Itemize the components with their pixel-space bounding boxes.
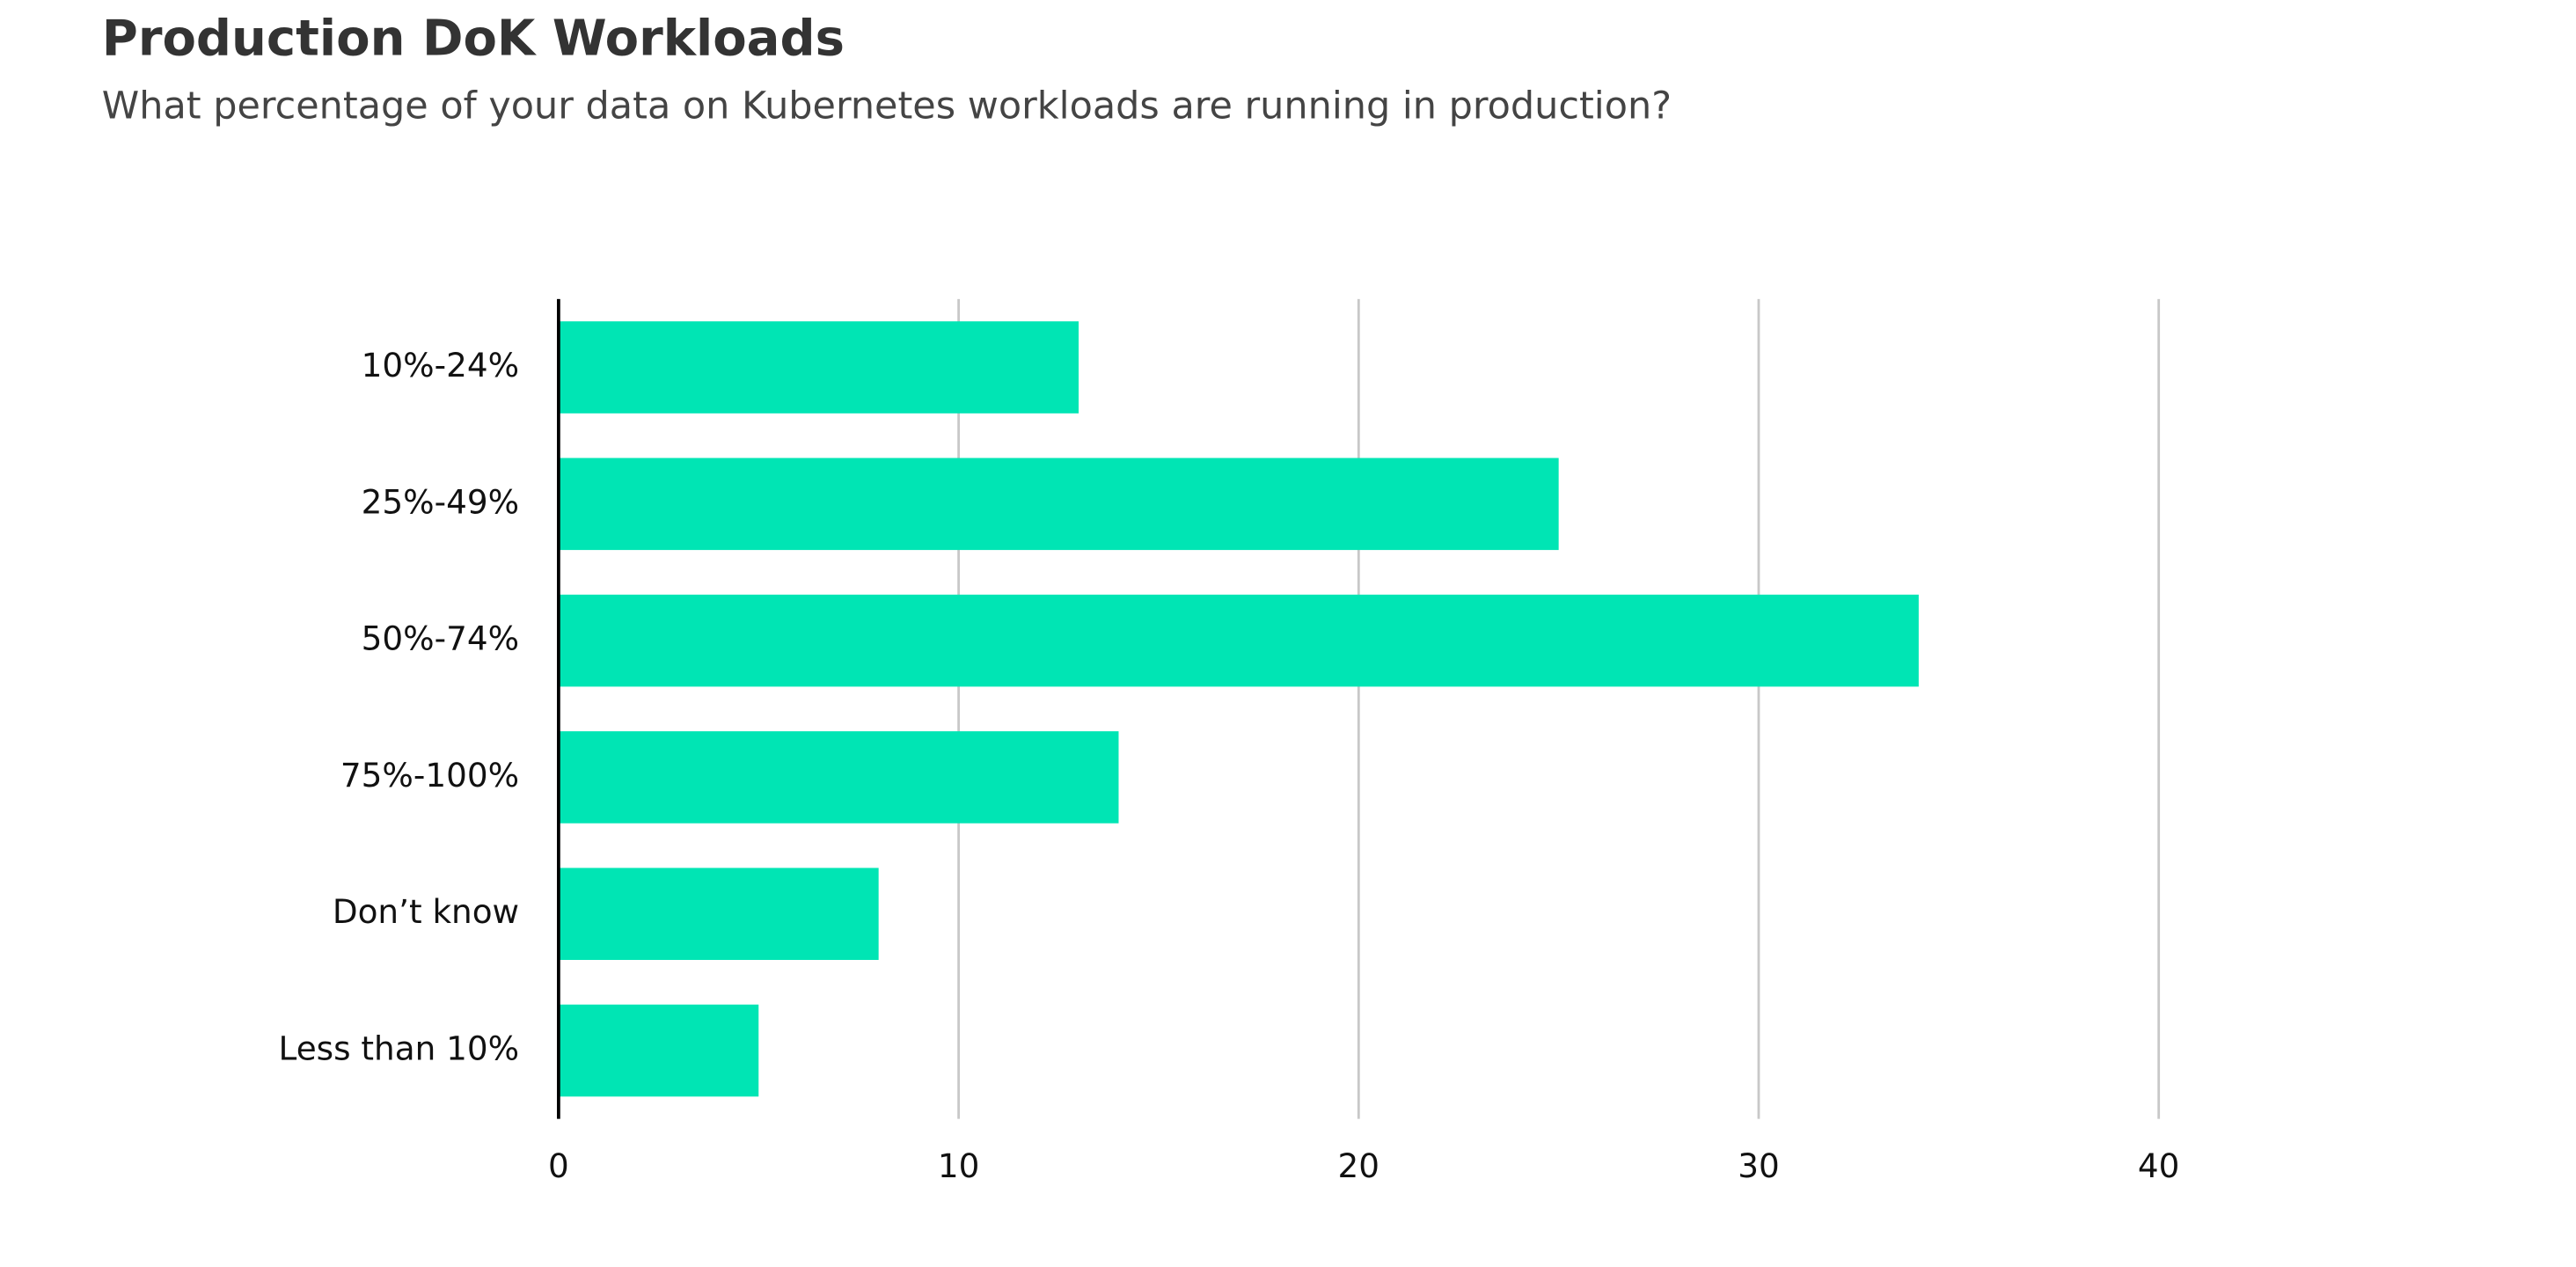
x-tick-label: 40 bbox=[2138, 1146, 2180, 1185]
y-tick-label: 25%-49% bbox=[362, 482, 519, 521]
bar bbox=[558, 731, 1119, 824]
chart-title: Production DoK Workloads bbox=[102, 10, 845, 67]
bar bbox=[558, 1004, 759, 1097]
y-tick-label: Don’t know bbox=[333, 892, 519, 931]
x-tick-label: 30 bbox=[1738, 1146, 1780, 1185]
bar bbox=[558, 594, 1919, 687]
y-tick-label: Less than 10% bbox=[279, 1029, 520, 1068]
x-tick-label: 10 bbox=[938, 1146, 980, 1185]
bar bbox=[558, 458, 1559, 551]
y-tick-label: 50%-74% bbox=[362, 619, 519, 658]
bar bbox=[558, 868, 879, 960]
y-tick-label: 10%-24% bbox=[362, 346, 519, 384]
y-tick-label: 75%-100% bbox=[340, 756, 519, 795]
chart-subtitle: What percentage of your data on Kubernet… bbox=[102, 84, 1672, 128]
x-tick-label: 20 bbox=[1338, 1146, 1380, 1185]
x-tick-label: 0 bbox=[548, 1146, 569, 1185]
bar bbox=[558, 321, 1079, 414]
